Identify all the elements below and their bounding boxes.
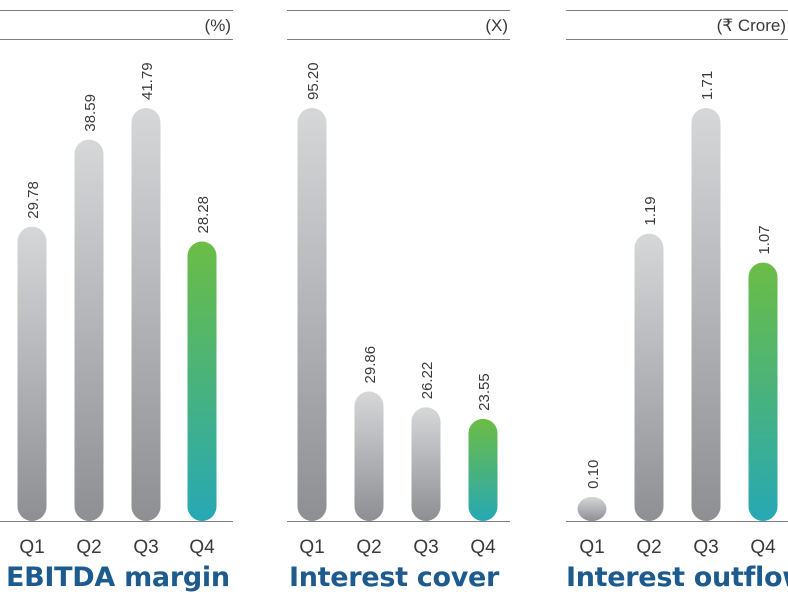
category-label-q4: Q4 [470, 537, 496, 558]
value-label-q3: 1.71 [699, 71, 716, 100]
value-label-q4: 28.28 [195, 196, 212, 234]
bar-q4 [468, 418, 498, 521]
bar-q3 [411, 407, 441, 521]
category-label-q2: Q2 [76, 537, 101, 558]
value-label-q1: 0.10 [585, 460, 602, 489]
category-label-q3: Q3 [693, 537, 718, 558]
unit-label: (X) [485, 16, 508, 35]
chart-title-interest-cover: Interest cover [289, 562, 500, 593]
chart-panel-interest-cover: (X) 95.20 Q1 29.86 Q2 26.22 Q3 23.55 Q4 Interest… [287, 0, 510, 598]
chart-interest-cover: (X) 95.20 Q1 29.86 Q2 26.22 Q3 23.55 Q4 [287, 10, 510, 558]
bar-q1 [577, 496, 607, 521]
category-label-q1: Q1 [19, 537, 44, 558]
chart-ebitda-margin: (%) 29.78 Q1 38.59 Q2 41.79 Q3 28.28 Q4 [0, 10, 233, 558]
category-label-q4: Q4 [189, 537, 215, 558]
value-label-q2: 1.19 [642, 196, 659, 225]
value-label-q2: 29.86 [362, 346, 379, 384]
bar-q2 [74, 139, 104, 521]
category-label-q4: Q4 [750, 537, 776, 558]
bar-q1 [17, 226, 47, 522]
value-label-q1: 95.20 [305, 62, 322, 100]
bar-q3 [691, 108, 721, 521]
category-label-q1: Q1 [299, 537, 324, 558]
chart-panel-interest-outflow: (₹ Crore) 0.10 Q1 1.19 Q2 1.71 Q3 1.07 Q4 Intere… [566, 0, 788, 598]
bar-q4 [748, 262, 778, 521]
category-label-q3: Q3 [413, 537, 438, 558]
bar-q2 [354, 391, 384, 521]
chart-title-interest-outflow: Interest outflow [566, 562, 788, 593]
chart-interest-outflow: (₹ Crore) 0.10 Q1 1.19 Q2 1.71 Q3 1.07 Q4 [566, 10, 788, 558]
bar-q2 [634, 233, 664, 521]
bar-q4 [187, 241, 217, 521]
category-label-q2: Q2 [356, 537, 381, 558]
unit-label: (₹ Crore) [717, 16, 786, 35]
chart-title-ebitda-margin: EBITDA margin [6, 562, 230, 593]
value-label-q3: 41.79 [139, 62, 156, 100]
category-label-q2: Q2 [636, 537, 661, 558]
category-label-q3: Q3 [133, 537, 158, 558]
value-label-q1: 29.78 [25, 181, 42, 219]
category-label-q1: Q1 [579, 537, 604, 558]
value-label-q3: 26.22 [419, 362, 436, 400]
value-label-q4: 1.07 [756, 225, 773, 254]
value-label-q2: 38.59 [82, 94, 99, 132]
bar-q3 [131, 108, 161, 521]
value-label-q4: 23.55 [476, 373, 493, 411]
unit-label: (%) [205, 16, 231, 35]
bar-q1 [297, 108, 327, 521]
chart-panel-ebitda-margin: (%) 29.78 Q1 38.59 Q2 41.79 Q3 28.28 Q4 EBITDA m… [0, 0, 233, 598]
